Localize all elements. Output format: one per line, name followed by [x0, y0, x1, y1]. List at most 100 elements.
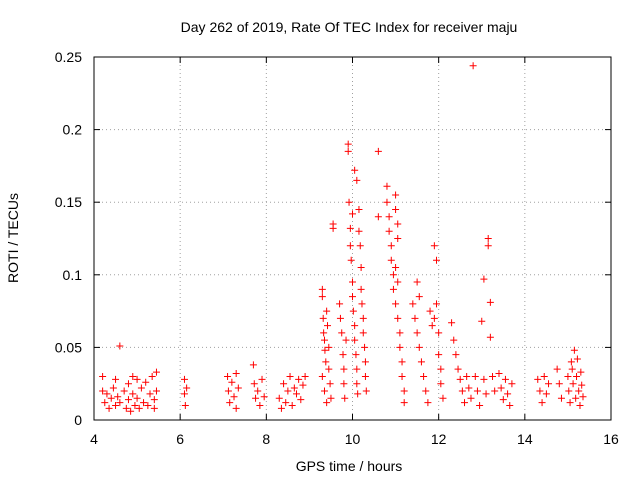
data-point — [226, 399, 234, 407]
data-point — [469, 62, 477, 70]
data-point — [361, 343, 369, 351]
data-point — [422, 387, 430, 395]
data-point — [230, 393, 238, 401]
data-point — [355, 205, 363, 213]
data-point — [362, 387, 370, 395]
data-point — [394, 278, 402, 286]
data-point — [99, 372, 107, 380]
data-point — [540, 372, 548, 380]
data-point — [501, 375, 509, 383]
data-point — [290, 384, 298, 392]
data-point — [180, 375, 188, 383]
data-point — [392, 191, 400, 199]
data-point — [536, 387, 544, 395]
data-point — [319, 314, 327, 322]
data-point — [577, 368, 585, 376]
data-point — [411, 314, 419, 322]
data-point — [349, 278, 356, 286]
data-point — [456, 375, 464, 383]
data-point — [127, 407, 135, 415]
data-point — [286, 372, 294, 380]
data-point — [579, 393, 587, 401]
data-point — [133, 375, 141, 383]
data-point — [458, 387, 466, 395]
data-point — [452, 351, 460, 359]
data-point — [566, 399, 574, 407]
data-point — [465, 384, 473, 392]
data-point — [320, 329, 328, 337]
data-point — [284, 387, 292, 395]
data-point — [361, 358, 369, 366]
data-point — [344, 147, 352, 155]
x-tick-label: 10 — [345, 431, 361, 447]
data-point — [473, 387, 481, 395]
data-point — [120, 387, 128, 395]
data-point — [114, 393, 122, 401]
data-point — [329, 224, 337, 232]
data-point — [351, 322, 359, 330]
data-point — [482, 390, 490, 398]
data-point — [336, 300, 344, 308]
data-point — [400, 387, 408, 395]
data-point — [575, 387, 583, 395]
data-point — [275, 394, 283, 402]
data-point — [103, 390, 111, 398]
data-point — [573, 355, 581, 363]
data-point — [394, 220, 402, 228]
data-point — [567, 358, 575, 366]
data-point — [568, 365, 576, 373]
data-point — [356, 242, 364, 250]
data-point — [339, 351, 347, 359]
data-point — [232, 404, 240, 412]
data-point — [326, 380, 334, 388]
data-point — [150, 396, 158, 404]
y-tick-label: 0.1 — [63, 267, 83, 283]
y-tick-labels: 0 0.05 0.1 0.15 0.2 0.25 — [55, 49, 82, 428]
data-point — [180, 390, 188, 398]
data-point — [573, 372, 581, 380]
data-point — [392, 205, 400, 213]
data-point — [415, 343, 423, 351]
x-tick-label: 16 — [603, 431, 619, 447]
data-point — [349, 307, 357, 315]
data-point — [323, 307, 331, 315]
data-point — [383, 182, 391, 190]
data-point — [260, 393, 268, 401]
data-point — [359, 329, 367, 337]
data-point — [389, 271, 397, 279]
data-point — [258, 375, 266, 383]
data-point — [486, 298, 494, 306]
data-point — [152, 368, 160, 376]
data-point — [426, 307, 434, 315]
data-point — [499, 396, 507, 404]
data-point — [346, 242, 354, 250]
data-point — [254, 387, 262, 395]
data-point — [484, 242, 492, 250]
data-point — [320, 336, 328, 344]
y-tick-label: 0 — [74, 412, 82, 428]
data-point — [557, 394, 565, 402]
data-point — [256, 401, 264, 409]
data-point — [299, 381, 307, 389]
data-point — [148, 372, 156, 380]
x-tick-label: 6 — [176, 431, 184, 447]
data-point — [345, 198, 353, 206]
data-point — [355, 227, 363, 235]
data-point — [349, 210, 356, 218]
data-point — [420, 372, 428, 380]
data-point — [280, 380, 288, 388]
x-tick-label: 14 — [517, 431, 533, 447]
data-point — [572, 394, 580, 402]
data-point — [152, 387, 160, 395]
y-tick-label: 0.15 — [55, 194, 82, 210]
data-point — [135, 404, 143, 412]
data-point — [424, 399, 432, 407]
data-point — [396, 329, 404, 337]
data-point — [354, 390, 362, 398]
data-point — [320, 387, 328, 395]
data-point — [142, 378, 150, 386]
data-point — [249, 361, 257, 369]
data-point — [357, 264, 365, 272]
data-point — [396, 343, 404, 351]
